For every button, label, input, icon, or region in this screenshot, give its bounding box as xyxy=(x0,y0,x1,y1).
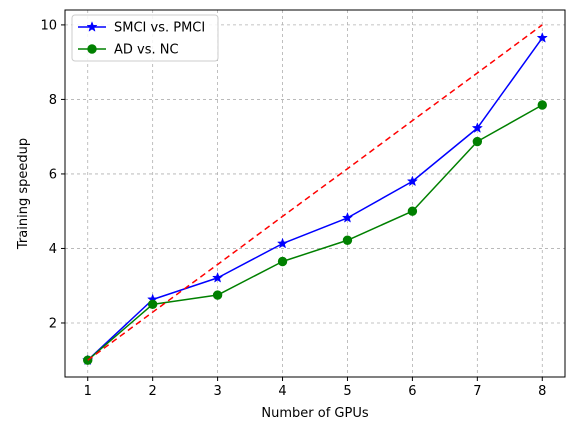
legend-label: AD vs. NC xyxy=(114,43,179,58)
data-point xyxy=(276,237,289,249)
series-line xyxy=(87,37,543,361)
x-tick-label: 6 xyxy=(408,384,416,399)
x-tick-label: 5 xyxy=(343,384,351,399)
data-point xyxy=(277,256,288,267)
series-0 xyxy=(82,32,548,366)
data-series xyxy=(82,24,548,366)
data-point xyxy=(536,32,548,43)
data-point xyxy=(211,271,224,283)
y-axis-title: Training speedup xyxy=(16,138,31,250)
data-point xyxy=(212,290,223,300)
x-tick-label: 4 xyxy=(278,384,286,399)
data-point xyxy=(472,136,483,147)
x-tick-label: 8 xyxy=(538,384,546,399)
x-tick-label: 3 xyxy=(213,384,221,399)
data-point xyxy=(147,299,158,310)
grid-lines xyxy=(65,10,565,377)
series-line xyxy=(87,24,543,361)
data-point xyxy=(537,100,547,110)
legend-item: SMCI vs. PMCI xyxy=(78,21,205,36)
x-axis-title: Number of GPUs xyxy=(261,406,368,421)
y-tick-label: 2 xyxy=(49,316,57,331)
x-tick-label: 1 xyxy=(84,384,92,399)
plot-area-frame xyxy=(64,9,566,378)
legend-box xyxy=(71,14,219,62)
y-tick-label: 4 xyxy=(49,242,57,257)
x-tick-label: 2 xyxy=(149,384,157,399)
data-point xyxy=(407,206,418,216)
y-tick-label: 8 xyxy=(49,93,57,108)
data-point xyxy=(341,211,354,223)
x-tick-label: 7 xyxy=(473,384,481,399)
data-point xyxy=(471,122,483,133)
legend: SMCI vs. PMCI AD vs. NC xyxy=(71,14,219,62)
legend-item: AD vs. NC xyxy=(78,43,179,58)
legend-label: SMCI vs. PMCI xyxy=(114,21,205,36)
legend-swatch-marker xyxy=(87,44,97,54)
axis-ticks: 1 2 3 4 5 6 7 8 2 4 6 8 10 xyxy=(40,18,546,399)
legend-swatch-marker xyxy=(86,21,98,32)
data-point xyxy=(342,235,353,245)
series-line xyxy=(87,104,543,361)
data-point xyxy=(406,175,419,187)
y-tick-label: 10 xyxy=(40,18,57,33)
series-2 xyxy=(87,24,543,361)
y-tick-label: 6 xyxy=(49,167,57,182)
